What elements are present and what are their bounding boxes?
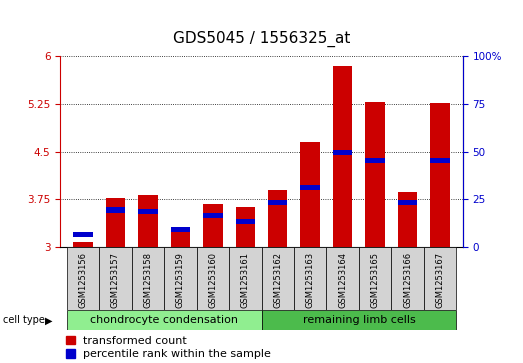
Bar (268, 189, 288, 247)
Bar (106, 198, 125, 247)
Bar (106, 207, 125, 212)
Text: GSM1253156: GSM1253156 (78, 252, 87, 308)
Bar (197, 247, 229, 310)
Bar (73, 242, 93, 247)
Bar (170, 227, 190, 247)
Bar (366, 102, 385, 247)
Text: GSM1253157: GSM1253157 (111, 252, 120, 308)
Text: GDS5045 / 1556325_at: GDS5045 / 1556325_at (173, 31, 350, 47)
Bar (66, 310, 262, 330)
Bar (268, 200, 288, 205)
Bar (301, 142, 320, 247)
Text: GSM1253163: GSM1253163 (306, 252, 315, 308)
Text: cell type: cell type (3, 315, 44, 325)
Legend: transformed count, percentile rank within the sample: transformed count, percentile rank withi… (66, 336, 271, 359)
Bar (430, 103, 450, 247)
Text: GSM1253158: GSM1253158 (143, 252, 152, 308)
Text: GSM1253164: GSM1253164 (338, 252, 347, 308)
Bar (164, 247, 197, 310)
Text: GSM1253161: GSM1253161 (241, 252, 250, 308)
Text: GSM1253165: GSM1253165 (371, 252, 380, 308)
Bar (73, 232, 93, 237)
Text: ▶: ▶ (45, 315, 52, 325)
Bar (235, 219, 255, 224)
Bar (333, 66, 353, 247)
Bar (301, 185, 320, 189)
Bar (333, 150, 353, 155)
Bar (66, 247, 99, 310)
Bar (424, 247, 457, 310)
Text: chondrocyte condensation: chondrocyte condensation (90, 315, 238, 325)
Text: GSM1253162: GSM1253162 (273, 252, 282, 308)
Bar (430, 158, 450, 163)
Bar (203, 213, 222, 218)
Bar (235, 207, 255, 247)
Bar (262, 310, 457, 330)
Bar (391, 247, 424, 310)
Text: GSM1253167: GSM1253167 (436, 252, 445, 308)
Text: remaining limb cells: remaining limb cells (302, 315, 415, 325)
Text: GSM1253166: GSM1253166 (403, 252, 412, 308)
Bar (398, 192, 417, 247)
Bar (229, 247, 262, 310)
Bar (398, 200, 417, 205)
Bar (170, 227, 190, 232)
Bar (359, 247, 391, 310)
Bar (262, 247, 294, 310)
Bar (203, 204, 222, 247)
Bar (138, 209, 157, 215)
Bar (366, 158, 385, 163)
Text: GSM1253159: GSM1253159 (176, 252, 185, 308)
Text: GSM1253160: GSM1253160 (208, 252, 217, 308)
Bar (326, 247, 359, 310)
Bar (132, 247, 164, 310)
Bar (294, 247, 326, 310)
Bar (138, 195, 157, 247)
Bar (99, 247, 132, 310)
